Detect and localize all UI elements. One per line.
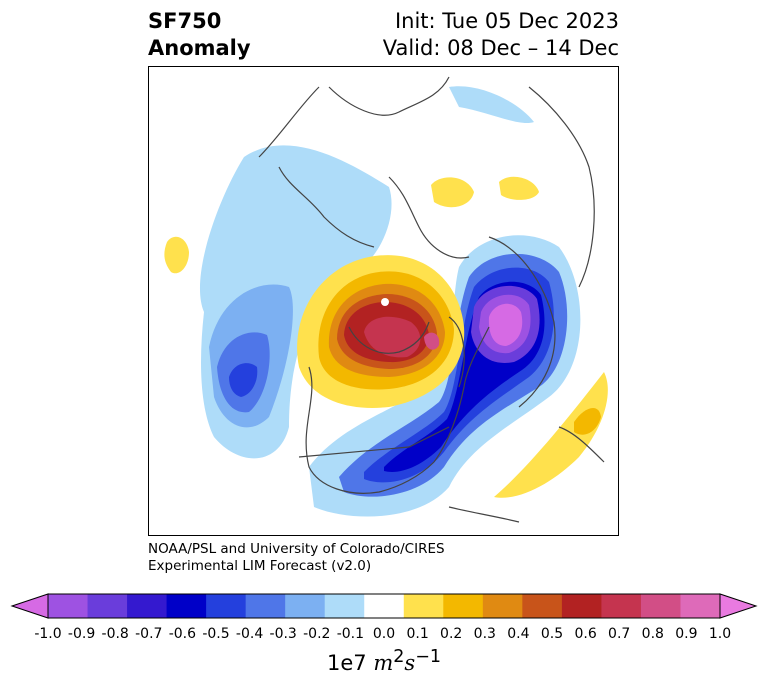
colorbar-tick-label: 0.3 — [473, 626, 496, 642]
colorbar-tick-label: 0.1 — [406, 626, 429, 642]
colorbar-tick-label: 0.9 — [675, 626, 698, 642]
pos-region-arctic-6 — [364, 316, 421, 358]
colorbar-tick-label: 0.7 — [608, 626, 631, 642]
colorbar-cell — [403, 594, 444, 618]
forecast-dates: Init: Tue 05 Dec 2023 Valid: 08 Dec – 14… — [383, 8, 619, 62]
colorbar-tick-labels: -1.0 -0.9 -0.8 -0.7 -0.6 -0.5 -0.4 -0.3 -0.2 -0.1… — [0, 626, 768, 646]
pole-marker — [381, 298, 389, 306]
neg-region-arctic-north — [449, 86, 534, 124]
credit-line-1: NOAA/PSL and University of Colorado/CIRE… — [148, 541, 445, 557]
anomaly-map — [149, 67, 618, 535]
colorbar-left-extension — [10, 593, 49, 619]
colorbar-cell — [127, 594, 168, 618]
colorbar-tick-label: -1.0 — [34, 626, 62, 642]
colorbar-right-extension — [719, 593, 758, 619]
colorbar-cell — [443, 594, 484, 618]
colorbar-tick-label: -0.6 — [168, 626, 197, 642]
colorbar-cell — [364, 594, 405, 618]
map-panel — [148, 66, 619, 536]
colorbar-tick-label: 0.5 — [540, 626, 564, 642]
pos-region-europe-inner — [574, 407, 601, 435]
colorbar-tick-label: -0.1 — [336, 626, 365, 642]
colorbar-cell — [640, 594, 681, 618]
neg-region-atlantic-7 — [488, 303, 523, 346]
colorbar-cell — [206, 594, 247, 618]
pos-region-aleutian — [164, 236, 189, 274]
colorbar-cell — [87, 594, 128, 618]
colorbar-tick-label: -0.5 — [202, 626, 230, 642]
colorbar-units: 1e7 m2s−1 — [327, 647, 441, 675]
colorbar-tick-label: -0.2 — [303, 626, 331, 642]
colorbar-tick-label: 0.8 — [641, 626, 664, 642]
credit-line-2: Experimental LIM Forecast (v2.0) — [148, 558, 372, 574]
valid-range: Valid: 08 Dec – 14 Dec — [382, 36, 619, 60]
colorbar-cell — [285, 594, 326, 618]
colorbar-tick-label: 1.0 — [708, 626, 732, 642]
colorbar-tick-label: 0.4 — [507, 626, 530, 642]
colorbar-tick-label: 0.2 — [440, 626, 463, 642]
pos-region-arctic-7 — [424, 332, 440, 350]
title-anomaly: Anomaly — [148, 36, 251, 60]
pos-region-kara — [499, 176, 539, 200]
data-credit: NOAA/PSL and University of Colorado/CIRE… — [148, 541, 445, 575]
neg-region-pacific-4 — [229, 363, 258, 397]
title-variable: SF750 — [148, 9, 222, 33]
colorbar-cell — [166, 594, 207, 618]
pos-region-europe — [494, 372, 608, 498]
pos-region-siberia — [431, 177, 474, 208]
colorbar-cell — [48, 594, 89, 618]
colorbar-cell — [522, 594, 563, 618]
coastlines — [258, 76, 605, 523]
colorbar-cell — [561, 594, 602, 618]
colorbar — [10, 593, 758, 619]
colorbar-cell — [601, 594, 642, 618]
colorbar-cell — [680, 594, 721, 618]
colorbar-tick-label: 0.0 — [372, 626, 396, 642]
colorbar-tick-label: -0.9 — [67, 626, 96, 642]
colorbar-cell — [324, 594, 365, 618]
colorbar-tick-label: -0.7 — [135, 626, 163, 642]
init-date: Init: Tue 05 Dec 2023 — [394, 9, 619, 33]
colorbar-cell — [482, 594, 523, 618]
units-prefix: 1e7 — [327, 651, 367, 675]
colorbar-tick-label: -0.3 — [269, 626, 297, 642]
colorbar-cell — [245, 594, 286, 618]
map-title: SF750 Anomaly — [148, 8, 251, 62]
colorbar-tick-label: -0.4 — [235, 626, 264, 642]
colorbar-tick-label: -0.8 — [101, 626, 129, 642]
colorbar-tick-label: 0.6 — [574, 626, 597, 642]
